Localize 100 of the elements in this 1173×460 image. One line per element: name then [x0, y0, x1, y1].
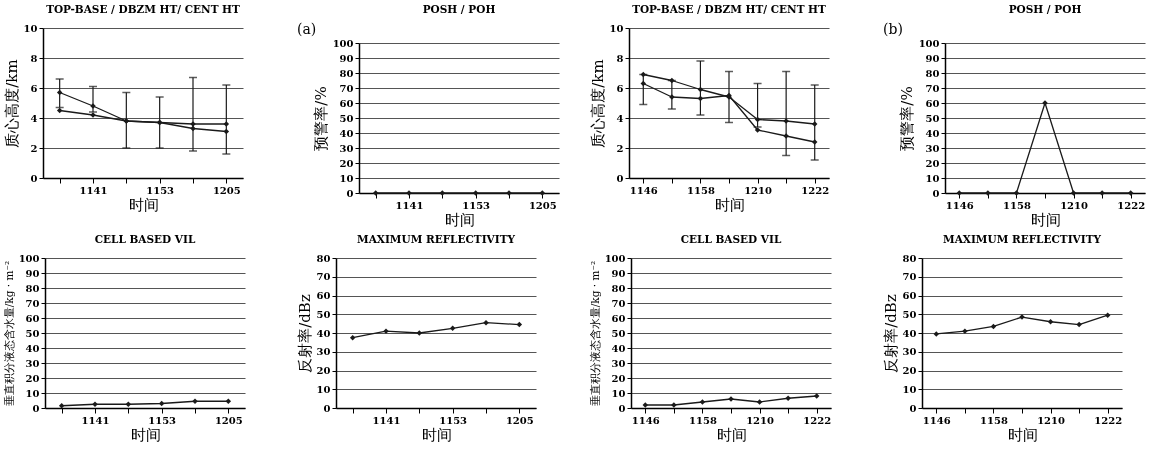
y-axis-title: 反射率/dBz: [295, 294, 314, 373]
y-tick-label: 30: [925, 142, 940, 154]
y-tick-label: 8: [30, 52, 38, 64]
x-axis-title: 时间: [714, 195, 745, 214]
x-tick-label: 1210: [1060, 199, 1089, 211]
y-tick-label: 0: [323, 402, 331, 414]
y-tick-label: 8: [616, 52, 624, 64]
y-tick-label: 70: [316, 271, 331, 283]
y-tick-label: 20: [902, 365, 917, 376]
y-tick-label: 30: [611, 357, 626, 369]
y-tick-label: 6: [30, 82, 38, 94]
y-tick-label: 0: [616, 172, 624, 184]
y-tick-label: 50: [925, 112, 940, 124]
y-tick-label: 10: [925, 172, 940, 184]
x-tick-label: 1146: [629, 184, 658, 196]
x-tick-label: 1158: [689, 414, 717, 426]
y-tick-label: 100: [18, 252, 40, 264]
x-tick-label: 1205: [528, 199, 557, 211]
y-tick-label: 70: [925, 82, 940, 94]
x-tick-label: 1210: [1037, 414, 1066, 426]
x-tick-label: 1158: [980, 414, 1008, 426]
y-tick-label: 0: [618, 402, 626, 414]
chart-title: MAXIMUM REFLECTIVITY: [943, 232, 1102, 245]
x-tick-label: 1146: [922, 414, 951, 426]
x-axis-title: 时间: [128, 195, 159, 214]
x-tick-label: 1146: [945, 199, 974, 211]
x-tick-label: 1153: [146, 184, 175, 196]
x-axis-title: 时间: [1007, 425, 1038, 444]
y-tick-label: 90: [925, 52, 940, 64]
y-tick-label: 6: [616, 82, 624, 94]
y-tick-label: 50: [316, 308, 331, 320]
y-tick-label: 0: [30, 172, 38, 184]
x-axis-title: 时间: [421, 425, 452, 444]
y-axis-title: 预警率/%: [897, 86, 916, 151]
y-tick-label: 40: [925, 127, 940, 139]
y-tick-label: 40: [25, 342, 40, 354]
y-tick-label: 70: [902, 271, 917, 283]
y-tick-label: 80: [25, 282, 40, 294]
y-tick-label: 2: [616, 142, 624, 154]
y-tick-label: 70: [339, 82, 354, 94]
y-tick-label: 4: [30, 112, 38, 124]
y-tick-label: 40: [611, 342, 626, 354]
y-tick-label: 100: [332, 37, 354, 49]
y-tick-label: 2: [30, 142, 38, 154]
y-tick-label: 20: [611, 372, 626, 384]
y-tick-label: 60: [611, 312, 626, 324]
y-tick-label: 90: [25, 267, 40, 279]
y-axis-title: 质心高度/km: [588, 59, 607, 148]
y-tick-label: 60: [339, 97, 354, 109]
x-tick-label: 1222: [803, 414, 832, 426]
y-tick-label: 10: [339, 172, 354, 184]
x-tick-label: 1158: [687, 184, 715, 196]
y-axis-title: 垂直积分液态含水量/kg · m⁻²: [588, 260, 601, 407]
y-axis-title: 垂直积分液态含水量/kg · m⁻²: [2, 260, 15, 407]
y-axis-title: 质心高度/km: [2, 59, 21, 148]
y-tick-label: 20: [925, 157, 940, 169]
y-tick-label: 50: [611, 327, 626, 339]
x-tick-label: 1205: [214, 414, 243, 426]
y-tick-label: 30: [25, 357, 40, 369]
y-tick-label: 0: [909, 402, 917, 414]
x-tick-label: 1158: [1003, 199, 1031, 211]
text: (b): [883, 21, 903, 37]
y-tick-label: 20: [25, 372, 40, 384]
chart-title: CELL BASED VIL: [680, 232, 782, 245]
y-tick-label: 20: [339, 157, 354, 169]
y-tick-label: 40: [339, 127, 354, 139]
x-tick-label: 1153: [462, 199, 491, 211]
y-tick-label: 80: [316, 252, 331, 264]
x-tick-label: 1141: [81, 414, 110, 426]
y-axis-title: 预警率/%: [311, 86, 330, 151]
y-tick-label: 0: [932, 187, 940, 199]
chart-title: CELL BASED VIL: [94, 232, 196, 245]
x-tick-label: 1222: [1094, 414, 1123, 426]
x-tick-label: 1153: [148, 414, 177, 426]
y-tick-label: 80: [925, 67, 940, 79]
y-tick-label: 70: [25, 297, 40, 309]
y-tick-label: 50: [902, 308, 917, 320]
y-tick-label: 4: [616, 112, 624, 124]
y-tick-label: 10: [25, 387, 40, 399]
y-tick-label: 10: [23, 22, 38, 34]
y-tick-label: 100: [604, 252, 626, 264]
x-tick-label: 1141: [79, 184, 108, 196]
chart-title: TOP-BASE / DBZM HT/ CENT HT: [46, 2, 241, 15]
y-tick-label: 30: [316, 346, 331, 358]
y-tick-label: 50: [339, 112, 354, 124]
y-tick-label: 30: [339, 142, 354, 154]
y-tick-label: 40: [902, 327, 917, 339]
y-tick-label: 60: [925, 97, 940, 109]
x-tick-label: 1153: [439, 414, 468, 426]
x-tick-label: 1141: [395, 199, 424, 211]
y-tick-label: 80: [339, 67, 354, 79]
y-tick-label: 10: [316, 383, 331, 395]
y-tick-label: 80: [611, 282, 626, 294]
x-tick-label: 1210: [744, 184, 773, 196]
x-tick-label: 1146: [631, 414, 660, 426]
x-axis-title: 时间: [130, 425, 161, 444]
y-tick-label: 60: [902, 290, 917, 301]
y-tick-label: 10: [611, 387, 626, 399]
y-tick-label: 100: [918, 37, 940, 49]
x-tick-label: 1222: [801, 184, 830, 196]
